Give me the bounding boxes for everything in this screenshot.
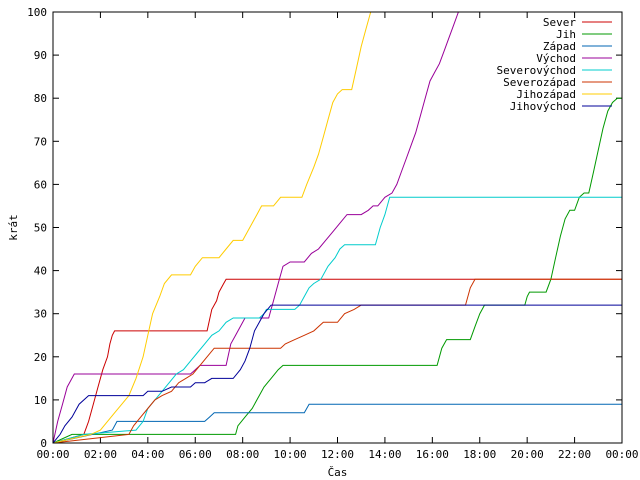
y-tick-label: 80 [34, 92, 47, 105]
x-tick-label: 00:00 [605, 448, 638, 461]
x-tick-label: 00:00 [36, 448, 69, 461]
x-tick-label: 12:00 [321, 448, 354, 461]
x-tick-label: 04:00 [131, 448, 164, 461]
x-tick-label: 02:00 [84, 448, 117, 461]
y-tick-label: 10 [34, 394, 47, 407]
x-tick-label: 10:00 [274, 448, 307, 461]
series-lines [52, 11, 622, 444]
series-line [52, 11, 459, 444]
series-line [52, 278, 622, 444]
series-line [52, 11, 372, 444]
y-tick-label: 30 [34, 308, 47, 321]
legend-label: Jih [556, 28, 576, 41]
y-tick-label: 0 [40, 437, 47, 450]
legend-label: Sever [543, 16, 576, 29]
x-tick-label: 16:00 [416, 448, 449, 461]
x-axis-label: Čas [328, 466, 348, 479]
y-tick-label: 60 [34, 178, 47, 191]
y-tick-label: 90 [34, 49, 47, 62]
series-line [52, 196, 622, 444]
y-tick-label: 40 [34, 265, 47, 278]
series-line [52, 304, 622, 444]
y-axis-label: krát [7, 214, 20, 241]
x-tick-label: 18:00 [463, 448, 496, 461]
x-tick-label: 22:00 [558, 448, 591, 461]
plot-frame [52, 11, 623, 444]
x-tick-label: 14:00 [368, 448, 401, 461]
legend-label: Východ [536, 52, 576, 65]
y-tick-label: 50 [34, 222, 47, 235]
legend-label: Jihovýchod [510, 100, 576, 113]
y-tick-label: 70 [34, 135, 47, 148]
x-tick-label: 06:00 [179, 448, 212, 461]
legend-label: Severozápad [503, 76, 576, 89]
y-tick-label: 100 [27, 6, 47, 19]
x-tick-label: 20:00 [511, 448, 544, 461]
series-line [52, 97, 622, 444]
series-line [52, 278, 622, 444]
legend-label: Západ [543, 40, 576, 53]
legend-label: Severovýchod [497, 64, 576, 77]
legend: SeverJihZápadVýchodSeverovýchodSeverozáp… [497, 16, 612, 113]
legend-label: Jihozápad [516, 88, 576, 101]
series-line [52, 403, 622, 444]
x-tick-label: 08:00 [226, 448, 259, 461]
axis-ticks: 0 10 20 30 40 50 60 70 80 90 100 00:00 02:00 04:00 06:… [27, 6, 638, 461]
y-tick-label: 20 [34, 351, 47, 364]
